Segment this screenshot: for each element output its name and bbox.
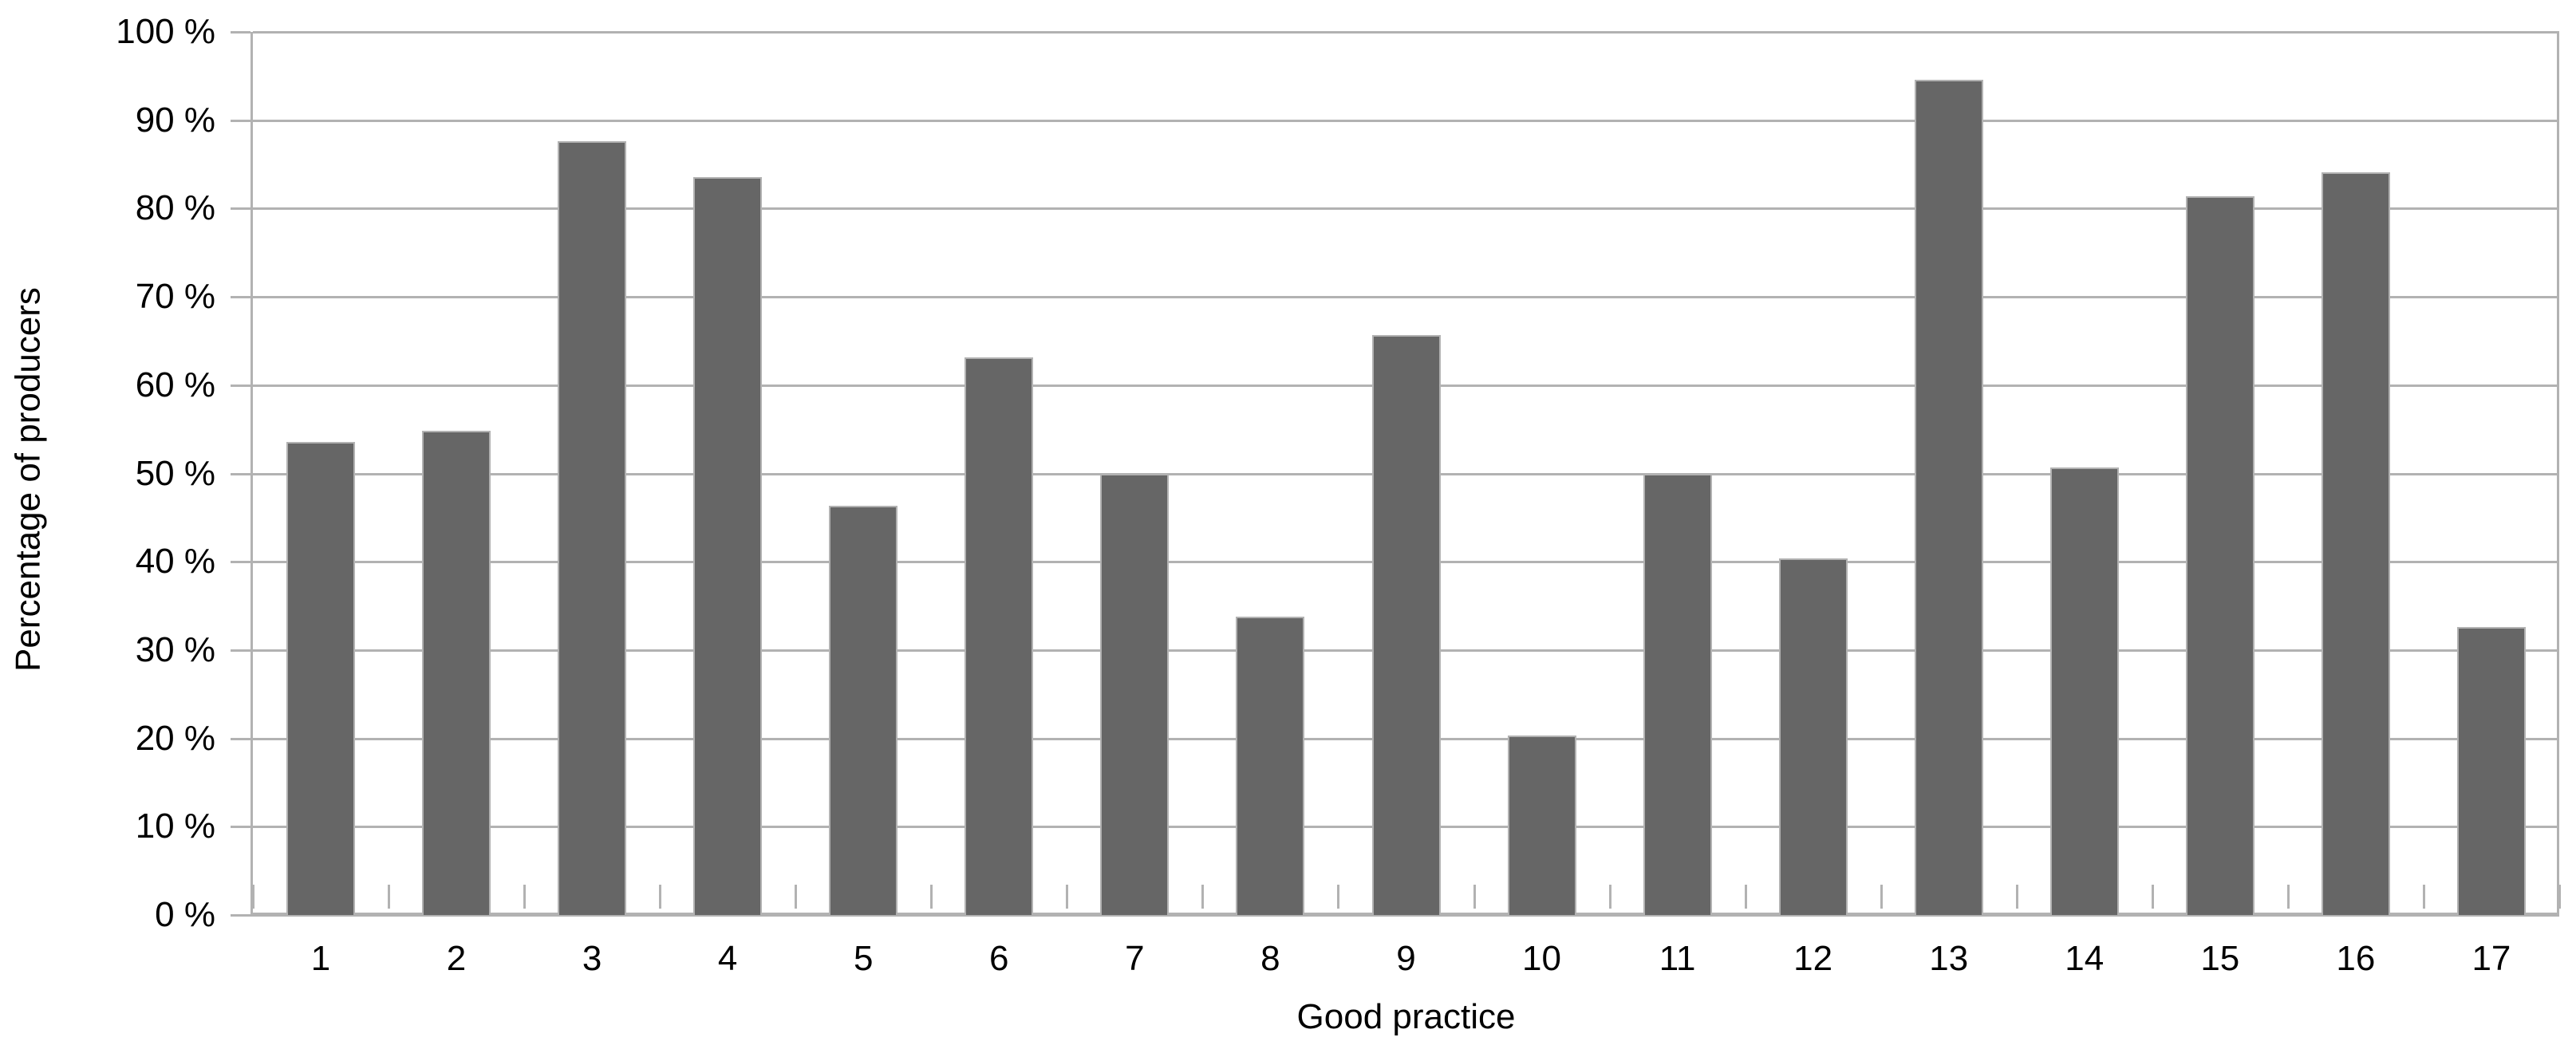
bar-10	[1507, 736, 1576, 915]
y-tick-label: 80 %	[135, 188, 215, 228]
y-axis-line	[250, 32, 253, 917]
x-tick-label: 8	[1260, 939, 1280, 978]
y-axis-tick	[231, 384, 250, 387]
y-tick-label: 10 %	[135, 807, 215, 846]
x-tick-label: 10	[1522, 939, 1561, 978]
x-axis-tick	[659, 885, 662, 909]
y-axis-tick	[231, 296, 250, 299]
y-tick-label: 90 %	[135, 100, 215, 140]
bar-4	[693, 176, 763, 915]
y-tick-label: 70 %	[135, 277, 215, 317]
x-tick-label: 9	[1396, 939, 1416, 978]
y-axis-tick	[231, 561, 250, 564]
x-tick-label: 7	[1125, 939, 1145, 978]
y-tick-label: 50 %	[135, 453, 215, 493]
bar-5	[829, 506, 898, 915]
x-axis-tick	[252, 885, 254, 909]
y-axis-tick	[231, 914, 250, 917]
x-tick-label: 4	[717, 939, 738, 978]
bar-16	[2321, 172, 2390, 915]
x-tick-label: 16	[2336, 939, 2376, 978]
bar-2	[422, 431, 491, 915]
y-axis-tick	[231, 31, 250, 34]
y-axis-tick	[231, 472, 250, 475]
bar-13	[1914, 79, 1983, 915]
x-axis-tick	[2286, 885, 2290, 909]
y-tick-label: 20 %	[135, 718, 215, 758]
x-tick-label: 3	[582, 939, 602, 978]
bar-1	[286, 441, 356, 915]
x-axis-tick	[388, 885, 391, 909]
gridline-70	[253, 296, 2559, 299]
bar-3	[558, 141, 627, 915]
x-tick-label: 1	[310, 939, 331, 978]
gridline-80	[253, 207, 2559, 211]
x-axis-tick	[2015, 885, 2018, 909]
plot-area	[231, 31, 2559, 917]
x-axis-tick	[2558, 885, 2561, 909]
bar-12	[1778, 558, 1848, 915]
y-tick-label: 30 %	[135, 629, 215, 669]
x-tick-label: 15	[2200, 939, 2240, 978]
x-tick-label: 14	[2065, 939, 2105, 978]
x-tick-label: 5	[853, 939, 874, 978]
x-axis-tick	[795, 885, 798, 909]
x-axis-tick	[1473, 885, 1476, 909]
x-axis-tick	[1744, 885, 1747, 909]
bar-6	[965, 357, 1034, 915]
y-axis-tick	[231, 119, 250, 122]
x-axis-tick	[1337, 885, 1340, 909]
x-axis-tick	[1201, 885, 1205, 909]
bar-14	[2049, 467, 2119, 915]
y-axis-tick	[231, 737, 250, 740]
x-axis-tick	[1608, 885, 1611, 909]
bar-7	[1100, 473, 1170, 915]
x-axis-tick	[1066, 885, 1069, 909]
bar-8	[1236, 616, 1305, 915]
y-tick-label: 40 %	[135, 542, 215, 582]
x-tick-label: 6	[989, 939, 1009, 978]
x-axis-title: Good practice	[1296, 997, 1516, 1036]
y-axis-tick	[231, 826, 250, 829]
x-tick-label: 11	[1659, 939, 1696, 978]
bar-11	[1643, 473, 1712, 915]
x-tick-label: 2	[446, 939, 467, 978]
gridline-100	[253, 31, 2559, 34]
y-tick-label: 0 %	[155, 895, 215, 934]
x-axis-tick	[2422, 885, 2425, 909]
y-tick-label: 60 %	[135, 365, 215, 404]
y-axis-tick	[231, 649, 250, 652]
x-tick-label: 17	[2471, 939, 2511, 978]
bar-15	[2185, 195, 2254, 915]
y-axis-tick	[231, 207, 250, 211]
gridline-90	[253, 119, 2559, 122]
x-axis-tick	[930, 885, 933, 909]
x-tick-label: 13	[1929, 939, 1969, 978]
x-axis-tick	[523, 885, 527, 909]
bar-9	[1371, 334, 1441, 915]
x-tick-label: 12	[1793, 939, 1833, 978]
bar-17	[2456, 627, 2526, 915]
y-tick-label: 100 %	[116, 12, 215, 51]
x-axis-tick	[2151, 885, 2154, 909]
x-axis-tick	[1880, 885, 1883, 909]
